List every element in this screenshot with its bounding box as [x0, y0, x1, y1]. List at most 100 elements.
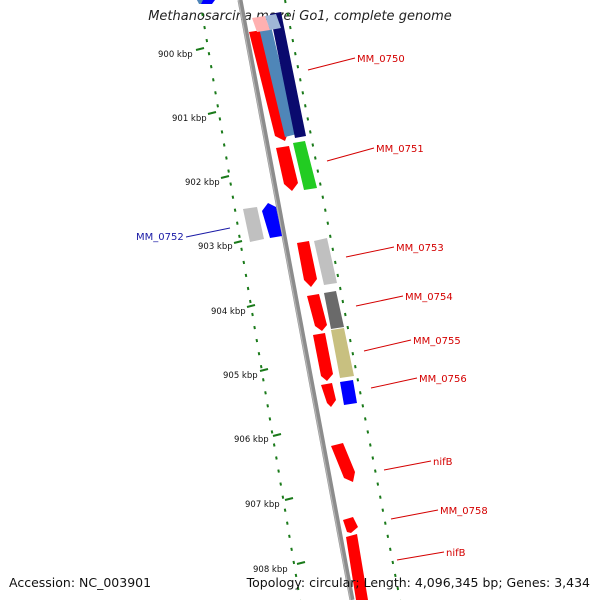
tick-dot: [283, 508, 287, 512]
gene-label-nifb-2[interactable]: nifB: [446, 548, 466, 559]
tick-dot: [262, 378, 265, 382]
tick-dot: [212, 78, 215, 82]
tick-dot: [301, 91, 305, 95]
leader-line: [355, 295, 404, 307]
tick-dot: [366, 430, 370, 434]
tick-dot: [314, 156, 317, 160]
tick-dot: [268, 417, 272, 421]
tick-dot: [288, 534, 291, 538]
tick-dot: [291, 38, 295, 43]
gene-feature-mm0758: [343, 517, 358, 533]
gene-label-mm0758[interactable]: MM_0758: [440, 506, 488, 517]
tick-dot: [216, 104, 219, 108]
kbp-label: 904 kbp: [211, 307, 246, 317]
accession-text: Accession: NC_003901: [9, 575, 152, 590]
leader-line: [383, 460, 432, 471]
tick-dot: [244, 273, 248, 278]
tick-rings: [199, 0, 402, 600]
gene-feature-mm0754-red: [307, 294, 327, 331]
tick-dot: [259, 365, 263, 369]
gene-feature-mm0751-red: [276, 146, 298, 191]
gene-feature-mm0753-gray: [314, 238, 337, 285]
tick-dot: [299, 78, 302, 82]
tick-dot: [272, 443, 276, 447]
tick-dot: [364, 417, 367, 421]
tick-dot: [369, 443, 372, 447]
tick-dot: [326, 221, 330, 225]
kbp-tick: [296, 561, 306, 565]
tick-dot: [371, 456, 375, 460]
leader-line: [396, 551, 445, 561]
tick-dot: [207, 52, 211, 56]
tick-dot: [311, 143, 315, 147]
tick-dot: [284, 0, 287, 4]
tick-dot: [205, 38, 209, 43]
tick-dot: [238, 234, 241, 238]
tick-dot: [339, 286, 342, 291]
tick-dot: [255, 338, 259, 343]
tick-dot: [376, 482, 380, 486]
tick-dot: [286, 12, 290, 17]
gene-feature-nifb-2: [346, 534, 368, 600]
tick-dot: [381, 508, 385, 512]
gene-label-mm0756[interactable]: MM_0756: [419, 374, 467, 385]
gene-label-mm0753[interactable]: MM_0753: [396, 243, 444, 254]
kbp-tick: [284, 497, 294, 501]
gene-feature-nifb-1: [331, 443, 355, 482]
tick-dot: [391, 560, 395, 565]
tick-dot: [296, 65, 300, 69]
tick-dot: [225, 156, 228, 160]
leader-line: [390, 509, 439, 520]
tick-dot: [344, 312, 347, 317]
kbp-label: 900 kbp: [158, 50, 193, 60]
gene-feature-mm0752-blue: [262, 203, 282, 238]
tick-dot: [396, 586, 400, 591]
tick-dot: [289, 25, 292, 30]
leader-line: [363, 339, 412, 352]
tick-dot: [281, 495, 285, 499]
gene-feature-mm0756-blue: [340, 380, 357, 405]
leader-line: [370, 377, 418, 389]
gene-feature-mm0750-navy: [270, 12, 306, 138]
gene-feature-mm0750-red: [249, 30, 288, 141]
tick-dot: [349, 338, 352, 343]
tick-dot: [379, 495, 382, 499]
gene-label-mm0752[interactable]: MM_0752: [136, 232, 184, 243]
tick-dot: [220, 130, 224, 134]
tick-dot: [266, 404, 269, 408]
tick-dot: [331, 247, 335, 251]
gene-feature-mm0755-red: [313, 333, 333, 381]
tick-dot: [264, 391, 267, 395]
tick-dot: [296, 586, 300, 591]
tick-dot: [253, 325, 256, 330]
gene-label-mm0754[interactable]: MM_0754: [405, 292, 453, 303]
tick-dot: [304, 104, 307, 108]
tick-dot: [275, 456, 278, 460]
tick-dot: [203, 25, 206, 30]
kbp-axis: 900 kbp 901 kbp 902 kbp 903 kbp 904 kbp …: [158, 47, 306, 575]
gene-label-mm0750[interactable]: MM_0750: [357, 54, 405, 65]
tick-dot: [374, 469, 377, 473]
gene-feature-mm0750-steelblue: [259, 26, 297, 137]
kbp-label: 905 kbp: [223, 371, 258, 381]
gene-feature-mm0750-top: [252, 16, 270, 32]
gene-feature-mm0751-green: [293, 141, 317, 190]
tick-dot: [279, 482, 282, 486]
tick-dot: [242, 260, 246, 265]
gene-label-mm0751[interactable]: MM_0751: [376, 144, 424, 155]
tick-dot: [341, 299, 345, 304]
tick-dot: [319, 182, 322, 186]
gene-labels: MM_0750 MM_0751 MM_0752 MM_0753 MM_0754 …: [136, 54, 488, 561]
leader-line: [185, 227, 231, 238]
tick-dot: [246, 286, 250, 291]
kbp-tick: [259, 368, 269, 372]
gene-feature-mm0752-gray: [243, 207, 264, 242]
gene-label-mm0755[interactable]: MM_0755: [413, 336, 461, 347]
leader-line: [307, 57, 356, 71]
kbp-tick: [272, 433, 282, 437]
tick-dot: [334, 260, 337, 265]
kbp-label: 903 kbp: [198, 242, 233, 252]
tick-dot: [336, 273, 340, 278]
tick-dot: [394, 573, 397, 578]
gene-label-nifb[interactable]: nifB: [433, 457, 453, 468]
